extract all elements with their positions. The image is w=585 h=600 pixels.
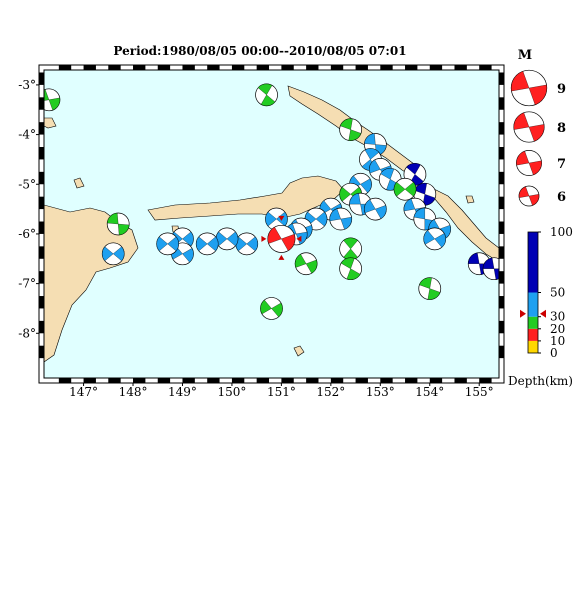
small-island-2 — [293, 345, 305, 357]
small-island-3 — [44, 117, 57, 129]
lon-tick-label-153: 153° — [366, 385, 395, 399]
magnitude-legend-label-7: 7 — [557, 157, 566, 172]
depth-legend-title: Depth(km) — [508, 374, 573, 388]
depth-band-10-20 — [528, 328, 538, 341]
main-event-marker-w — [261, 235, 267, 242]
lat-tick-label--8: -8° — [18, 326, 36, 340]
magnitude-legend-ball-8 — [513, 111, 545, 143]
main-event-marker-e — [296, 235, 302, 242]
magnitude-legend-ball-9 — [510, 69, 548, 107]
focal-mechanism-25 — [235, 232, 259, 256]
magnitude-legend-title: M — [518, 48, 532, 63]
lon-tick-label-150: 150° — [217, 385, 246, 399]
focal-mechanism-30 — [156, 232, 179, 256]
focal-mechanism-35 — [339, 257, 362, 281]
magnitude-legend-label-8: 8 — [557, 121, 566, 136]
map-title: Period:1980/08/05 00:00--2010/08/05 07:0… — [113, 44, 407, 58]
focal-mechanism-33 — [294, 252, 318, 276]
depth-legend-label-0: 0 — [550, 346, 558, 360]
main-event-beachball — [267, 224, 296, 253]
longitude-tick-labels: 147° 148° 149° 150° 151° 152° 153° 154° 155° — [69, 383, 494, 399]
lon-tick-label-155: 155° — [465, 385, 494, 399]
lon-tick-label-147: 147° — [69, 385, 98, 399]
lon-tick-label-151: 151° — [267, 385, 296, 399]
lat-tick-label--3: -3° — [18, 78, 36, 92]
focal-mechanism-27 — [195, 232, 219, 256]
lon-tick-label-148: 148° — [119, 385, 148, 399]
depth-band-20-30 — [528, 316, 538, 329]
depth-marker-left — [520, 309, 526, 318]
lon-tick-label-149: 149° — [168, 385, 197, 399]
focal-mechanism-26 — [215, 227, 239, 251]
lat-tick-label--7: -7° — [18, 277, 36, 291]
beachball-layer — [44, 83, 499, 320]
depth-legend-label-10: 10 — [550, 334, 565, 348]
magnitude-legend-label-9: 9 — [557, 82, 566, 97]
depth-legend-label-30: 30 — [550, 310, 565, 324]
depth-legend-label-100: 100 — [550, 225, 573, 239]
depth-legend-label-20: 20 — [550, 322, 565, 336]
focal-mechanism-11 — [393, 177, 417, 201]
latitude-tick-labels: -3° -4° -5° -6° -7° -8° — [18, 78, 39, 340]
main-event-marker-n — [278, 215, 285, 221]
map-frame-checkers — [38, 64, 505, 384]
magnitude-legend: M 9 8 7 6 — [510, 48, 566, 207]
lat-tick-label--5: -5° — [18, 177, 36, 191]
small-island-5 — [465, 195, 475, 204]
focal-mechanism-36 — [260, 297, 283, 320]
depth-marker-right — [540, 309, 546, 318]
main-event-marker-s — [278, 254, 285, 260]
focal-mechanism-20 — [329, 207, 353, 231]
depth-band-30-50 — [528, 292, 538, 317]
depth-band-50-100 — [528, 232, 538, 293]
focal-mechanism-31 — [101, 242, 125, 266]
magnitude-legend-ball-6 — [518, 185, 540, 207]
focal-mechanism-2 — [255, 83, 278, 107]
lat-tick-label--4: -4° — [18, 128, 36, 142]
bougainville-island — [431, 187, 499, 263]
magnitude-legend-label-6: 6 — [557, 190, 566, 205]
magnitude-legend-ball-7 — [516, 150, 542, 176]
focal-mechanism-1 — [44, 88, 61, 112]
lon-tick-label-154: 154° — [415, 385, 444, 399]
depth-band-0-10 — [528, 340, 538, 353]
small-island-4 — [73, 177, 85, 189]
focal-mechanism-18 — [364, 197, 387, 221]
focal-mechanism-34 — [339, 237, 362, 261]
lat-tick-label--6: -6° — [18, 227, 36, 241]
focal-mechanism-3 — [339, 118, 362, 141]
focal-mechanism-23 — [265, 207, 288, 231]
focal-mechanism-37 — [418, 277, 442, 300]
lon-tick-label-152: 152° — [316, 385, 345, 399]
focal-mechanism-39 — [482, 257, 499, 281]
focal-mechanism-15 — [423, 227, 447, 251]
focal-mechanism-32 — [106, 212, 130, 236]
depth-legend-label-50: 50 — [550, 286, 565, 300]
